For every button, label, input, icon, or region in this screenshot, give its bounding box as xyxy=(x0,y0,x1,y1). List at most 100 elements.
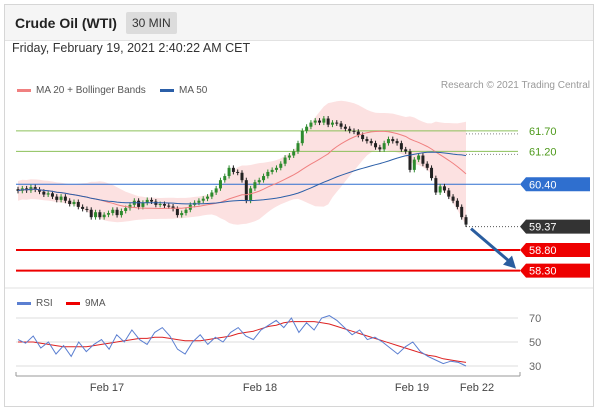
rsi-tick-70: 70 xyxy=(529,313,541,325)
candle-body xyxy=(106,213,110,215)
bollinger-band xyxy=(18,100,466,226)
ma20-swatch xyxy=(17,89,31,92)
candle-body xyxy=(206,196,210,199)
candle-body xyxy=(412,159,416,170)
pivot-tag xyxy=(520,177,590,192)
candle-body xyxy=(76,201,80,207)
candle-body xyxy=(218,180,222,189)
support-tag-5 xyxy=(520,263,590,278)
candle-body xyxy=(335,122,339,124)
candle-body xyxy=(137,200,141,207)
candle-body xyxy=(81,206,85,209)
candle-body xyxy=(16,189,20,191)
candle-body xyxy=(55,196,59,200)
candle-body xyxy=(361,134,365,140)
candle-body xyxy=(46,193,50,195)
rsi-tick-30: 30 xyxy=(529,361,541,373)
x-tick-label: Feb 17 xyxy=(90,382,124,394)
candle-body xyxy=(72,201,76,205)
candle-body xyxy=(266,171,270,177)
candle-body xyxy=(438,186,442,193)
candle-body xyxy=(167,205,171,207)
candle-body xyxy=(339,123,343,127)
candle-body xyxy=(162,204,166,206)
rsi-label: RSI xyxy=(36,298,53,309)
candle-body xyxy=(63,196,67,201)
ma9-swatch xyxy=(66,302,80,305)
candle-body xyxy=(300,130,304,144)
candle-body xyxy=(442,186,446,191)
legend-rsi: RSI xyxy=(17,298,53,309)
candle-body xyxy=(421,155,425,164)
candle-body xyxy=(249,188,253,201)
chart-datetime: Friday, February 19, 2021 2:40:22 AM CET xyxy=(12,41,251,55)
research-credit: Research © 2021 Trading Central xyxy=(440,80,590,91)
timeframe-badge[interactable]: 30 MIN xyxy=(126,12,177,34)
rsi-line xyxy=(17,315,467,367)
candle-body xyxy=(274,167,278,170)
candle-body xyxy=(214,188,218,193)
candle-body xyxy=(145,199,149,203)
candle-body xyxy=(85,208,89,210)
legend-ma20: MA 20 + Bollinger Bands xyxy=(17,85,146,96)
candle-body xyxy=(408,151,412,170)
rsi-tick-50: 50 xyxy=(529,337,541,349)
resistance-label-1: 61.20 xyxy=(529,146,557,158)
candle-body xyxy=(119,211,123,216)
candle-body xyxy=(365,139,369,142)
candle-body xyxy=(240,172,244,181)
candle-body xyxy=(180,213,184,216)
candle-body xyxy=(262,176,266,181)
candle-body xyxy=(115,209,119,216)
candle-body xyxy=(430,167,434,179)
candle-body xyxy=(111,209,115,214)
candle-body xyxy=(279,163,283,168)
pivot-label: 60.40 xyxy=(529,179,557,191)
candle-body xyxy=(68,200,72,205)
candle-body xyxy=(386,139,390,144)
candle-body xyxy=(309,122,313,127)
candle-body xyxy=(89,209,93,218)
candle-body xyxy=(352,130,356,132)
candle-body xyxy=(59,196,63,200)
candle-body xyxy=(460,206,464,218)
ma20-label: MA 20 + Bollinger Bands xyxy=(36,85,146,96)
support-label-4: 58.80 xyxy=(529,245,557,257)
candle-body xyxy=(128,204,132,209)
candle-body xyxy=(455,200,459,207)
candle-body xyxy=(197,200,201,203)
support-tag-4 xyxy=(520,243,590,258)
candle-body xyxy=(253,182,257,189)
candle-body xyxy=(292,151,296,156)
candle-body xyxy=(326,118,330,125)
candle-body xyxy=(223,176,227,181)
candle-body xyxy=(464,217,468,225)
candle-body xyxy=(348,128,352,131)
candle-body xyxy=(102,214,106,218)
candle-body xyxy=(404,149,408,152)
forecast-arrow-shaft xyxy=(470,227,513,265)
candle-body xyxy=(343,126,347,129)
candle-body xyxy=(231,167,235,172)
candle-body xyxy=(42,191,46,195)
candle-body xyxy=(158,204,162,206)
ma50-label: MA 50 xyxy=(179,85,208,96)
legend-9ma: 9MA xyxy=(66,298,106,309)
time-axis: Feb 17 Feb 18 Feb 19 Feb 22 xyxy=(15,372,521,394)
candle-body xyxy=(270,169,274,172)
candle-body xyxy=(141,202,145,207)
instrument-title: Crude Oil (WTI) xyxy=(15,15,117,31)
candle-body xyxy=(356,131,360,135)
candle-body xyxy=(201,198,205,201)
candle-body xyxy=(296,143,300,152)
ma50-line xyxy=(17,151,467,205)
candle-body xyxy=(447,190,451,197)
candle-body xyxy=(395,141,399,144)
candle-body xyxy=(33,187,37,190)
candle-body xyxy=(94,212,98,218)
candle-body xyxy=(283,157,287,164)
candle-body xyxy=(330,122,334,125)
candle-body xyxy=(287,155,291,158)
candle-body xyxy=(236,171,240,173)
